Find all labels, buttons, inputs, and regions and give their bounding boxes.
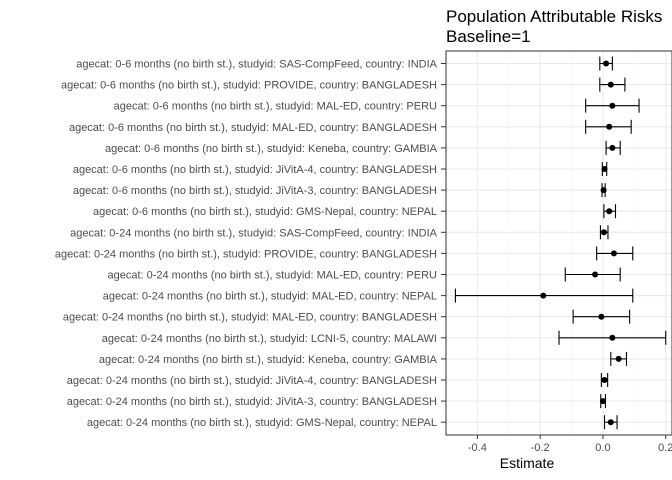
estimate-point <box>540 292 547 299</box>
estimate-point <box>601 166 608 172</box>
row-label: agecat: 0-6 months (no birth st.), study… <box>114 101 437 113</box>
row-label: agecat: 0-24 months (no birth st.), stud… <box>55 248 437 260</box>
x-axis-title: Estimate <box>500 455 555 471</box>
row-label: agecat: 0-24 months (no birth st.), stud… <box>63 312 437 324</box>
estimate-point <box>603 60 610 67</box>
estimate-point <box>607 419 614 426</box>
row-label: agecat: 0-6 months (no birth st.), study… <box>73 164 437 176</box>
chart-title-line-2: Baseline=1 <box>446 27 531 46</box>
row-label: agecat: 0-24 months (no birth st.), stud… <box>99 354 438 366</box>
row-label: agecat: 0-24 months (no birth st.), stud… <box>107 270 437 282</box>
estimate-point <box>610 250 617 257</box>
row-label: agecat: 0-6 months (no birth st.), study… <box>76 59 437 71</box>
row-label: agecat: 0-24 months (no birth st.), stud… <box>87 417 437 429</box>
x-tick-label: -0.4 <box>468 442 487 454</box>
row-label: agecat: 0-6 months (no birth st.), study… <box>61 80 437 92</box>
estimate-point <box>600 187 607 194</box>
estimate-point <box>606 208 613 215</box>
x-axis: -0.4 -0.2 0.0 0.2 <box>468 435 672 454</box>
row-label: agecat: 0-24 months (no birth st.), stud… <box>67 396 437 408</box>
estimate-point <box>599 398 606 405</box>
estimate-point <box>609 144 616 151</box>
estimate-point <box>592 271 599 278</box>
panel-border <box>445 50 672 436</box>
estimate-point <box>598 313 605 320</box>
row-label: agecat: 0-24 months (no birth st.), stud… <box>103 291 437 303</box>
estimate-point <box>600 229 607 236</box>
row-label: agecat: 0-6 months (no birth st.), study… <box>93 206 437 218</box>
row-label: agecat: 0-24 months (no birth st.), stud… <box>67 375 437 387</box>
grid <box>446 51 672 435</box>
row-label: agecat: 0-6 months (no birth st.), study… <box>73 185 437 197</box>
chart-title-line-1: Population Attributable Risks <box>446 7 662 26</box>
x-tick-label: -0.2 <box>531 442 550 454</box>
x-tick-label: 0.2 <box>658 442 672 454</box>
row-label: agecat: 0-6 months (no birth st.), study… <box>105 143 438 155</box>
estimate-point <box>609 334 616 341</box>
row-label: agecat: 0-24 months (no birth st.), stud… <box>70 227 437 239</box>
row-label: agecat: 0-6 months (no birth st.), study… <box>69 122 437 134</box>
estimate-point <box>601 377 608 383</box>
row-label: agecat: 0-24 months (no birth st.), stud… <box>102 333 437 345</box>
x-tick-label: 0.0 <box>595 442 610 454</box>
estimate-point <box>606 123 613 130</box>
estimate-point <box>615 355 622 362</box>
estimate-point <box>607 81 614 88</box>
estimate-rows: agecat: 0-6 months (no birth st.), study… <box>55 56 667 430</box>
estimate-point <box>609 102 616 109</box>
